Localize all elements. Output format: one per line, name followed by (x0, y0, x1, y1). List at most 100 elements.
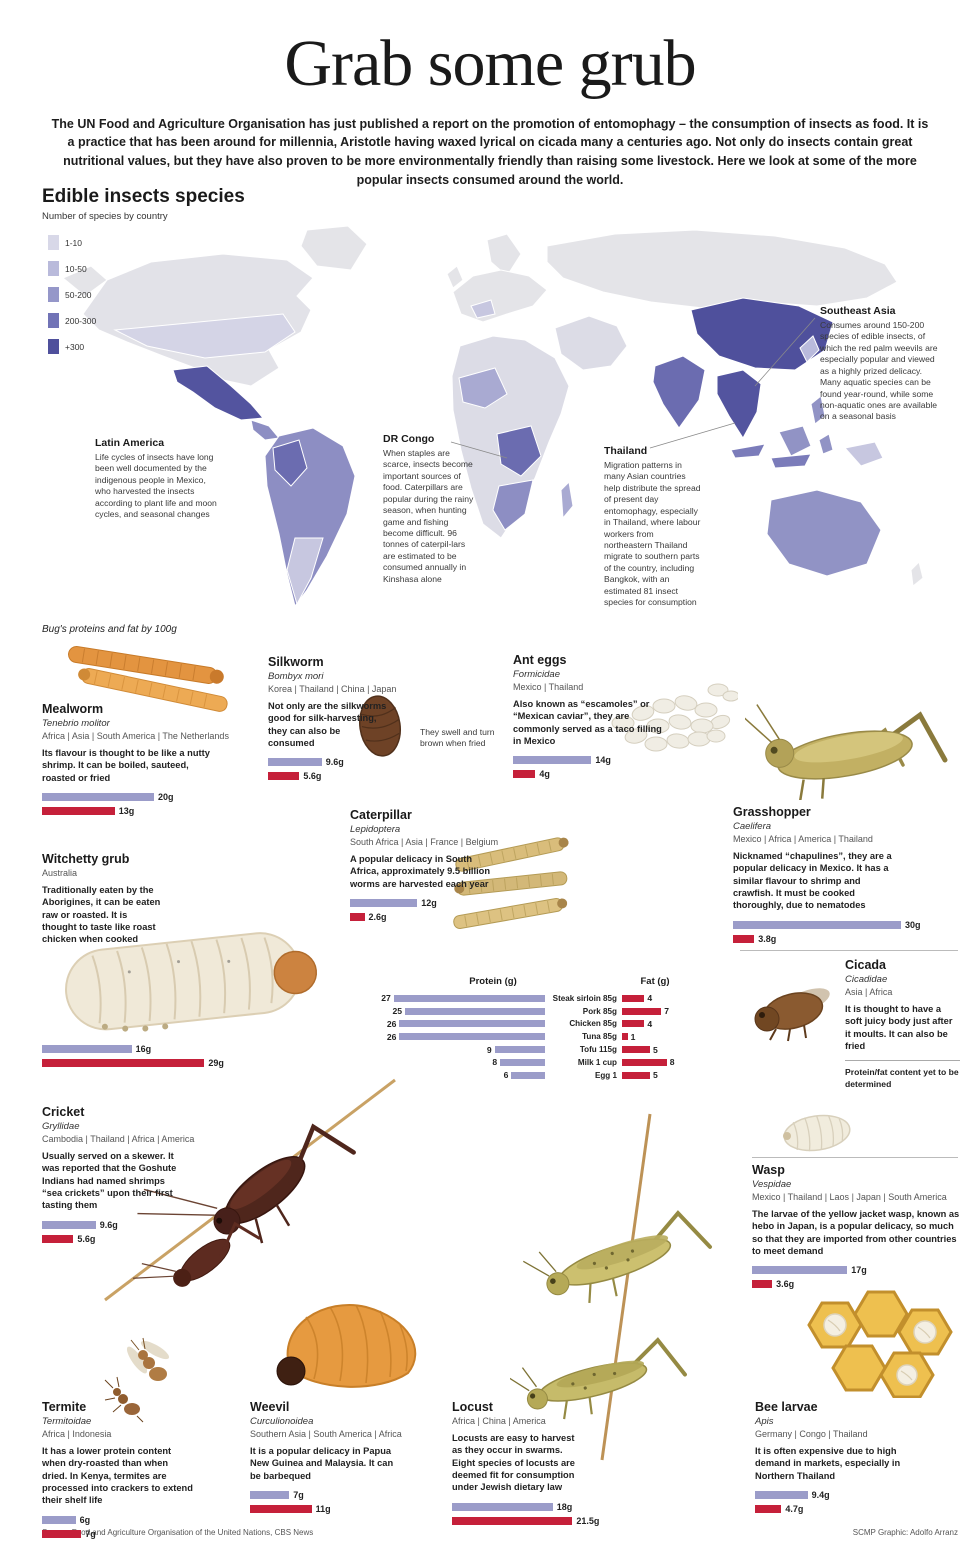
insect-description: Nicknamed “chapulines”, they are a popul… (733, 851, 892, 911)
annotation-connector (649, 422, 736, 449)
map-region-russia (546, 229, 898, 309)
protein-value: 30g (905, 919, 921, 930)
legend-label: 50-200 (65, 289, 92, 300)
cicada-illustration (738, 965, 838, 1048)
protein-column-header: Protein (g) (469, 976, 517, 987)
insect-card-weevil: Weevil Curculionoidea Southern Asia | So… (250, 1400, 402, 1518)
insect-regions: Asia | Africa (845, 987, 893, 997)
protein-bar-row: 7g (250, 1490, 402, 1500)
fat-value: 4g (539, 769, 550, 780)
fat-bar (268, 772, 300, 781)
insect-regions: Africa | Asia | South America | The Neth… (42, 731, 229, 741)
protein-bar-row: 30g (733, 920, 921, 930)
protein-bar (399, 1020, 545, 1028)
protein-bar (494, 1046, 545, 1054)
world-map (55, 218, 945, 618)
map-region-europe (452, 269, 548, 323)
protein-bar (452, 1502, 553, 1511)
bee-larvae-illustration (795, 1280, 960, 1403)
protein-bar-row: 18g (452, 1502, 580, 1512)
insect-name: Wasp (752, 1163, 785, 1177)
map-region-west-africa (458, 367, 508, 409)
fat-bar (622, 994, 645, 1002)
annotation-title: Thailand (604, 445, 648, 457)
insect-species: Lepidoptera (350, 824, 401, 835)
insect-card-termite: Termite Termitoidae Africa | Indonesia I… (42, 1400, 194, 1543)
protein-value: 8 (492, 1057, 498, 1068)
annotation-connector (754, 317, 816, 387)
protein-value: 26 (386, 1031, 397, 1042)
food-rows: 27 Steak sirloin 85g 4 25 Pork 85g 7 26 … (381, 992, 688, 1082)
annotation-text: Consumes around 150-200 species of edibl… (820, 320, 938, 422)
fat-value: 2.6g (368, 912, 387, 923)
wasp-larva-illustration (775, 1103, 859, 1166)
intro-paragraph: The UN Food and Agriculture Organisation… (51, 116, 929, 187)
insect-species: Apis (755, 1416, 774, 1427)
food-label: Tuna 85g (582, 1032, 617, 1042)
insect-card-grasshopper: Grasshopper Caelifera Mexico | Africa | … (733, 805, 921, 948)
legend-label: 200-300 (65, 315, 97, 326)
insect-card-ant-eggs: Ant eggs Formicidae Mexico | Thailand Al… (513, 653, 668, 783)
insect-card-caterpillar: Caterpillar Lepidoptera South Africa | A… (350, 808, 498, 926)
protein-bar (42, 793, 154, 802)
protein-bar (393, 994, 545, 1002)
protein-value: 26 (386, 1018, 397, 1029)
protein-bar (755, 1491, 808, 1500)
fat-bar-row: 4.7g (755, 1504, 915, 1514)
insect-regions: Korea | Thailand | China | Japan (268, 684, 397, 694)
fat-value: 3.6g (776, 1279, 795, 1290)
map-region-borneo (778, 425, 812, 457)
insect-description: Not only are the silkworms good for silk… (268, 701, 387, 749)
insect-regions: Mexico | Africa | America | Thailand (733, 834, 873, 844)
insect-regions: Mexico | Thailand | Laos | Japan | South… (752, 1192, 947, 1202)
page-title: Grab some grub (284, 27, 696, 100)
insect-regions: Germany | Congo | Thailand (755, 1429, 868, 1439)
protein-value: 27 (381, 993, 391, 1004)
fat-bar (622, 1020, 645, 1028)
protein-value: 25 (392, 1006, 402, 1017)
fat-value: 1 (630, 1031, 636, 1042)
map-region-uk (446, 265, 464, 289)
annotation-title: Latin America (95, 437, 165, 449)
fat-value: 13g (118, 806, 135, 817)
insect-card-mealworm: Mealworm Tenebrio molitor Africa | Asia … (42, 702, 257, 820)
insect-description: Locusts are easy to harvest as they occu… (452, 1433, 575, 1493)
annotation-southeast-asia: Southeast Asia Consumes around 150-200 s… (820, 305, 938, 423)
map-region-central-america (250, 419, 280, 441)
fat-bar (622, 1007, 662, 1015)
protein-bar (752, 1266, 848, 1275)
protein-bar (405, 1007, 545, 1015)
insect-name: Cicada (845, 958, 886, 972)
fat-bar-row: 3.6g (752, 1279, 960, 1289)
fat-value: 5.6g (77, 1233, 96, 1244)
protein-value: 9.6g (325, 757, 344, 768)
map-region-australia (766, 489, 882, 577)
annotation-dr-congo: DR Congo When staples are scarce, insect… (383, 433, 475, 585)
protein-value: 9 (486, 1044, 492, 1055)
food-label: Pork 85g (582, 1006, 617, 1016)
insect-regions: Africa | China | America (452, 1416, 546, 1426)
map-region-southern-africa (492, 479, 534, 531)
termite-illustration (95, 1330, 190, 1430)
map-region-scandinavia (486, 233, 522, 277)
insect-regions: Mexico | Thailand (513, 682, 584, 692)
insect-description: Traditionally eaten by the Aborigines, i… (42, 885, 161, 945)
annotation-text: Life cycles of insects have long been we… (95, 452, 217, 520)
map-region-madagascar (560, 480, 574, 520)
protein-bar-row: 6g (42, 1515, 194, 1525)
legend-label: 1-10 (65, 237, 83, 248)
food-row: 27 Steak sirloin 85g 4 (381, 992, 688, 1005)
fat-bar (250, 1505, 312, 1514)
insect-name: Witchetty grub (42, 852, 130, 866)
fat-value: 5 (653, 1044, 658, 1055)
grasshopper-illustration (741, 660, 960, 805)
annotation-title: DR Congo (383, 433, 435, 445)
food-label: Egg 1 (594, 1070, 617, 1080)
fat-value: 8 (669, 1057, 675, 1068)
insect-description: Also known as “escamoles” or “Mexican ca… (513, 699, 662, 747)
food-label: Milk 1 cup (577, 1057, 617, 1067)
fat-value: 5.6g (303, 771, 322, 782)
insect-description: A popular delicacy in South Africa, appr… (350, 854, 491, 889)
insect-regions: Africa | Indonesia (42, 1429, 112, 1439)
